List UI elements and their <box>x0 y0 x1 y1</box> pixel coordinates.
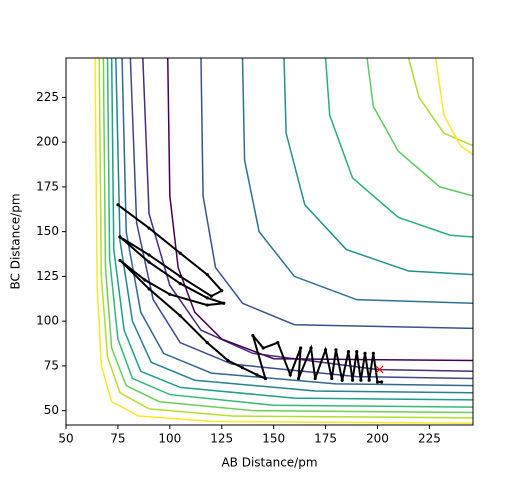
trajectory-point <box>359 378 363 382</box>
trajectory-point <box>363 351 367 355</box>
trajectory-point <box>313 376 317 381</box>
trajectory-point <box>178 274 182 279</box>
trajectory-point <box>209 294 213 298</box>
contour-line <box>98 58 473 419</box>
plot-area <box>94 58 473 424</box>
contour-line <box>102 58 473 414</box>
trajectory-point <box>226 358 230 363</box>
x-axis-label: AB Distance/pm <box>221 456 317 470</box>
trajectory-point <box>205 303 209 307</box>
x-tick-label: 225 <box>418 432 441 446</box>
trajectory-point <box>147 226 151 230</box>
contour-line <box>110 58 473 401</box>
axes-frame <box>65 57 474 426</box>
trajectory-point <box>350 378 355 382</box>
contour-line <box>434 58 473 156</box>
trajectory-point <box>168 292 172 296</box>
trajectory-point <box>380 380 384 384</box>
trajectory-point <box>346 350 351 354</box>
end-marker <box>375 365 384 374</box>
trajectory-point <box>116 203 120 207</box>
y-tick-label: 100 <box>36 314 59 328</box>
contour-line <box>167 58 473 362</box>
y-tick-label: 175 <box>36 179 59 193</box>
y-tick-label: 150 <box>36 224 59 238</box>
trajectory-point <box>276 341 280 345</box>
contour-line <box>142 58 473 373</box>
trajectory-point <box>263 376 267 381</box>
y-tick-label: 50 <box>44 403 59 417</box>
trajectory-point <box>309 346 313 350</box>
trajectory-point <box>367 378 371 382</box>
trajectory-point <box>222 301 226 305</box>
y-tick-label: 200 <box>36 135 59 149</box>
trajectory-point <box>178 251 182 255</box>
contour-line <box>324 58 473 238</box>
y-axis-label: BC Distance/pm <box>9 193 23 289</box>
x-tick-label: 100 <box>158 432 181 446</box>
trajectory-point <box>255 373 259 377</box>
trajectory-point <box>143 278 147 282</box>
contour-line <box>94 58 473 424</box>
contour-line <box>200 58 473 330</box>
trajectory-point <box>147 287 151 291</box>
x-tick-label: 150 <box>262 432 285 446</box>
trajectory-point <box>240 366 245 370</box>
contour-line <box>366 58 473 197</box>
trajectory-point <box>178 314 182 318</box>
trajectory-point <box>220 289 224 293</box>
contour-line <box>121 58 473 387</box>
x-tick-label: 200 <box>366 432 389 446</box>
trajectory-point <box>323 348 328 352</box>
contour-line <box>241 58 473 305</box>
x-tick-label: 50 <box>58 432 73 446</box>
trajectory-point <box>371 351 375 355</box>
x-tick-label: 175 <box>314 432 337 446</box>
trajectory-point <box>178 281 182 286</box>
trajectory-point <box>288 373 292 377</box>
contour-line <box>115 58 473 394</box>
trajectory-point <box>205 296 209 300</box>
trajectory-point <box>355 350 359 354</box>
contour-line <box>283 58 473 276</box>
trajectory-point <box>205 273 209 277</box>
trajectory-point <box>118 235 122 239</box>
trajectory-point <box>330 376 334 381</box>
trajectory-point <box>118 258 122 262</box>
contour-line <box>407 58 473 147</box>
contour-line <box>129 58 473 380</box>
x-tick-label: 125 <box>210 432 233 446</box>
y-tick-label: 125 <box>36 269 59 283</box>
trajectory-point <box>147 253 151 257</box>
trajectory-point <box>251 333 255 338</box>
trajectory-point <box>299 346 303 350</box>
trajectory-point <box>334 348 338 352</box>
y-tick-label: 225 <box>36 90 59 104</box>
contour-line <box>106 58 473 408</box>
trajectory-point <box>375 380 380 384</box>
y-tick-label: 75 <box>44 358 59 372</box>
x-tick-label: 75 <box>110 432 125 446</box>
trajectory-point <box>261 346 265 350</box>
trajectory-point <box>147 260 151 264</box>
trajectory-point <box>296 376 301 381</box>
trajectory-point <box>340 378 344 382</box>
trajectory-point <box>205 341 209 345</box>
